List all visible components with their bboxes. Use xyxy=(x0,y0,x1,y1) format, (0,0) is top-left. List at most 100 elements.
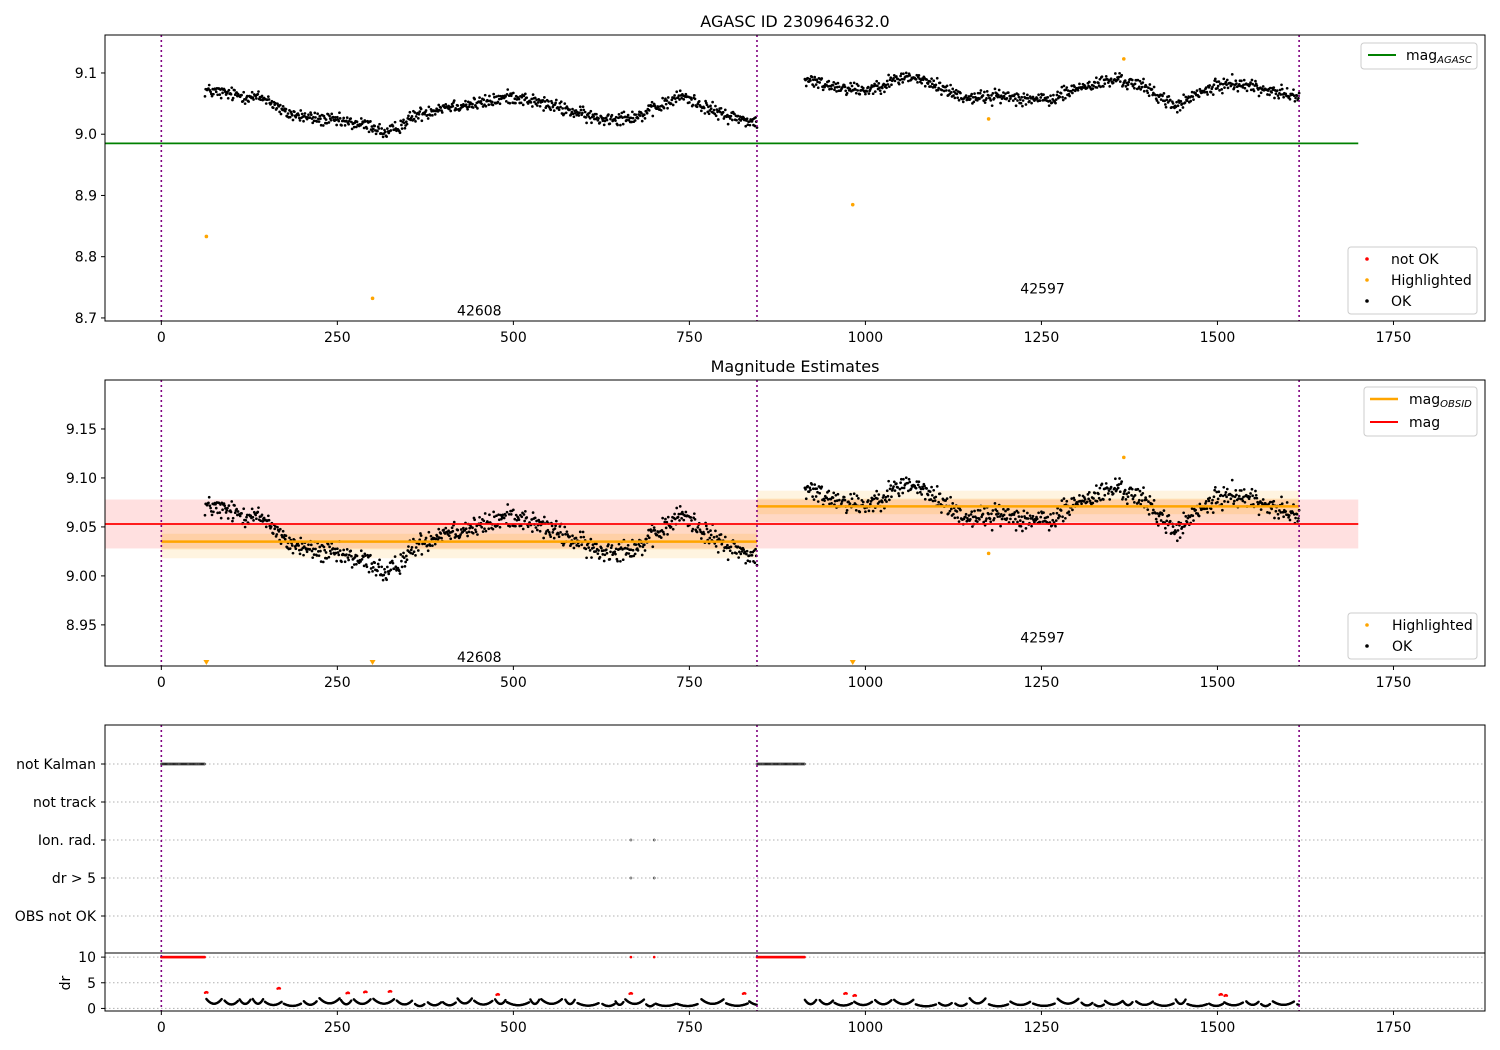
ok-point xyxy=(402,121,406,125)
ok-point xyxy=(1284,92,1288,96)
ok-point xyxy=(999,513,1003,516)
ok-point xyxy=(1210,501,1214,505)
ok-point xyxy=(964,512,968,516)
ok-point xyxy=(1083,85,1087,88)
ok-point xyxy=(807,490,811,494)
ok-point xyxy=(614,552,617,556)
ok-point xyxy=(319,549,322,553)
ok-point xyxy=(495,514,498,518)
ok-point xyxy=(666,533,669,536)
ok-point xyxy=(728,117,732,120)
ok-point xyxy=(585,556,588,560)
ok-point xyxy=(812,498,816,501)
highlighted-point xyxy=(204,234,209,239)
legend-label-sub: OBSID xyxy=(1440,399,1472,410)
ok-point xyxy=(1242,78,1246,82)
ok-point xyxy=(951,502,955,505)
ok-point xyxy=(626,115,629,119)
ok-point xyxy=(479,99,483,103)
ok-point xyxy=(1070,497,1074,500)
ok-point xyxy=(1268,93,1271,97)
ok-point xyxy=(725,546,729,550)
ok-point xyxy=(563,102,567,105)
ok-point xyxy=(257,90,260,93)
ok-point xyxy=(626,547,629,550)
ok-point xyxy=(816,490,819,494)
ok-point xyxy=(316,550,320,553)
ok-point xyxy=(1162,509,1166,512)
x-tick-label: 250 xyxy=(324,675,351,691)
ok-point xyxy=(715,535,719,538)
ok-point xyxy=(335,123,338,127)
ok-point xyxy=(231,516,235,520)
ok-point xyxy=(553,527,557,530)
ok-point xyxy=(1147,500,1150,503)
ok-point xyxy=(836,492,840,496)
ok-point xyxy=(284,534,288,538)
ok-point xyxy=(961,100,965,104)
dr-point xyxy=(1131,1000,1134,1004)
ok-point xyxy=(700,109,703,113)
ok-point xyxy=(942,89,946,93)
ok-point xyxy=(1178,108,1182,112)
ok-point xyxy=(584,116,588,119)
ok-point xyxy=(519,101,523,105)
x-tick-label: 0 xyxy=(157,675,166,691)
ok-point xyxy=(975,96,979,100)
ok-point xyxy=(1198,502,1202,506)
ok-point xyxy=(852,81,856,85)
ok-point xyxy=(260,94,264,98)
ok-point xyxy=(1226,500,1230,504)
ok-point xyxy=(319,117,322,121)
ok-point xyxy=(371,569,374,573)
dr-point xyxy=(236,999,240,1003)
ok-point xyxy=(326,542,330,546)
x-tick-label: 750 xyxy=(676,675,703,691)
ok-point xyxy=(990,528,994,532)
ok-point xyxy=(597,549,600,552)
ok-point xyxy=(1002,507,1005,511)
ok-point xyxy=(1046,96,1050,99)
legend-box xyxy=(1347,612,1478,660)
ok-point xyxy=(1014,517,1017,521)
ok-point xyxy=(233,504,236,507)
ok-point xyxy=(647,536,651,540)
ok-point xyxy=(514,524,517,528)
ok-point xyxy=(437,527,441,531)
ok-point xyxy=(1287,95,1291,98)
panel-magnitude-estimates-title: Magnitude Estimates xyxy=(711,357,880,376)
ok-point xyxy=(915,73,919,77)
ok-point xyxy=(932,488,936,492)
ok-point xyxy=(1224,491,1228,494)
ok-point xyxy=(627,552,631,555)
ok-point xyxy=(659,108,663,112)
ok-point xyxy=(707,105,710,109)
ok-point xyxy=(848,87,852,91)
ok-point xyxy=(210,513,214,517)
ok-point xyxy=(844,89,848,93)
ok-point xyxy=(216,511,220,515)
ok-point xyxy=(1095,499,1099,503)
ok-point xyxy=(873,494,876,497)
ok-point xyxy=(366,553,369,557)
ok-point xyxy=(993,502,997,505)
ok-point xyxy=(985,97,988,100)
ok-point xyxy=(1017,95,1021,99)
ok-point xyxy=(305,550,309,554)
ok-point xyxy=(804,487,807,491)
ok-point xyxy=(1225,487,1229,491)
ok-point xyxy=(413,111,417,114)
ok-point xyxy=(631,110,634,114)
ok-point xyxy=(1064,516,1067,520)
ok-point xyxy=(521,527,525,531)
ok-point xyxy=(726,558,730,562)
ok-point xyxy=(1136,487,1140,491)
ok-point xyxy=(959,508,962,512)
ok-point xyxy=(616,123,619,127)
ok-point xyxy=(1237,82,1241,86)
ok-point xyxy=(598,121,602,124)
ok-point xyxy=(885,489,889,493)
ok-point xyxy=(483,527,486,531)
ok-point xyxy=(1218,89,1221,92)
